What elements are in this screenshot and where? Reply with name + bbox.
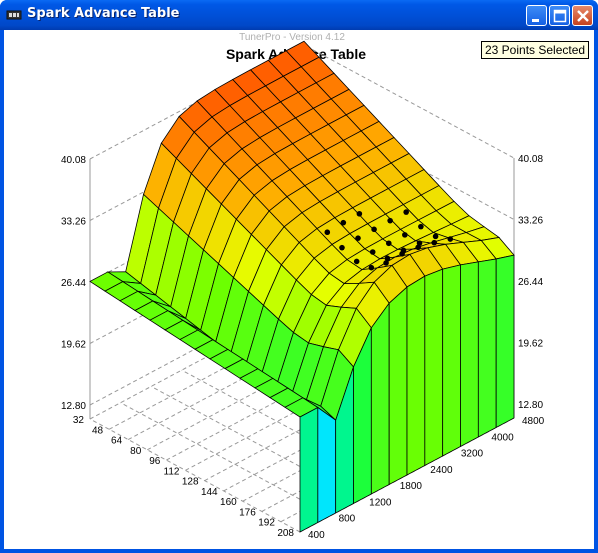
x-tick-label: 144 (201, 487, 218, 498)
x-tick-label: 208 (277, 528, 294, 539)
maximize-icon (553, 9, 567, 23)
z-tick-label-right: 40.08 (518, 154, 543, 165)
surface-skirt (424, 268, 444, 467)
x-tick-label: 96 (149, 456, 161, 467)
floor-gridline-x (185, 355, 400, 471)
floor-gridline-x (166, 345, 381, 461)
x-tick-label: 64 (111, 436, 123, 447)
selected-point (447, 236, 454, 242)
surface-skirt (495, 254, 515, 429)
selected-point (339, 244, 345, 251)
y-tick-label: 1200 (369, 497, 392, 508)
surface-skirt (477, 258, 497, 438)
floor-gridline-x (147, 335, 362, 451)
y-tick-label: 4000 (491, 432, 514, 443)
selected-point (355, 235, 361, 241)
floor-gridline-y (181, 369, 392, 484)
surface-skirt (388, 286, 408, 486)
surface-skirt (460, 261, 479, 448)
surface (89, 40, 515, 533)
y-tick-label: 400 (308, 530, 325, 541)
selected-point (387, 217, 393, 224)
z-tick-label-left: 12.80 (61, 401, 86, 412)
selection-count-badge: 23 Points Selected (481, 41, 590, 59)
surface-skirt (299, 406, 319, 533)
selected-point (383, 260, 389, 266)
selected-point (400, 247, 407, 254)
surface-skirt (442, 264, 461, 457)
z-tick-label-right: 33.26 (518, 216, 543, 227)
x-tick-label: 160 (220, 497, 237, 508)
selected-point (369, 249, 376, 255)
x-tick-label: 128 (182, 477, 199, 488)
selected-point (385, 240, 392, 247)
z-tick-label-right: 19.62 (518, 339, 543, 350)
z-tick-label-left: 40.08 (61, 155, 86, 166)
y-tick-label: 4800 (522, 416, 545, 427)
close-icon (577, 10, 589, 22)
floor-gridline-y (120, 402, 331, 517)
selected-point (353, 258, 360, 265)
y-tick-label: 2400 (430, 465, 453, 476)
z-tick-label-left: 33.26 (61, 217, 86, 228)
x-tick-label: 32 (73, 415, 85, 426)
selected-point (416, 240, 423, 246)
x-tick-label: 48 (92, 425, 104, 436)
selected-point (431, 239, 438, 246)
floor-gridline-y (89, 418, 301, 533)
floor-gridline-x (108, 314, 324, 430)
title-bar[interactable]: Spark Advance Table (0, 0, 598, 30)
watermark-text: TunerPro - Version 4.12 (239, 32, 345, 43)
y-tick-label: 3200 (461, 449, 484, 460)
selected-point (418, 223, 424, 230)
selected-point (432, 233, 439, 240)
z-gridline (89, 44, 515, 160)
z-tick-label-left: 26.44 (61, 278, 86, 289)
x-tick-label: 112 (164, 466, 180, 477)
selected-point (402, 232, 408, 238)
z-tick-label-right: 12.80 (518, 400, 543, 411)
selected-point (356, 210, 363, 217)
surface-skirt (406, 275, 426, 476)
x-tick-label: 80 (130, 446, 142, 457)
floor-gridline-y (150, 385, 362, 500)
y-tick-label: 800 (339, 514, 356, 525)
selected-points (324, 209, 454, 271)
selected-point (384, 255, 391, 262)
selected-point (371, 226, 377, 233)
minimize-button[interactable] (526, 5, 547, 26)
tunerpro-app-icon (6, 10, 22, 20)
selected-point (368, 264, 375, 271)
x-tick-label: 176 (239, 507, 256, 518)
floor-gridline-x (89, 304, 305, 420)
window-title: Spark Advance Table (27, 6, 180, 21)
surface-skirt (370, 301, 390, 495)
maximize-button[interactable] (549, 5, 570, 26)
close-button[interactable] (572, 5, 593, 26)
surface-skirt (317, 406, 337, 524)
z-tick-label-right: 26.44 (518, 277, 543, 288)
y-tick-label: 1800 (400, 481, 423, 492)
selected-point (340, 219, 347, 226)
x-tick-label: 192 (258, 518, 275, 529)
minimize-icon (532, 19, 539, 22)
z-tick-label-left: 19.62 (61, 340, 86, 351)
selected-point (324, 229, 331, 236)
selected-point (403, 209, 409, 215)
floor-gridline-x (127, 325, 343, 440)
